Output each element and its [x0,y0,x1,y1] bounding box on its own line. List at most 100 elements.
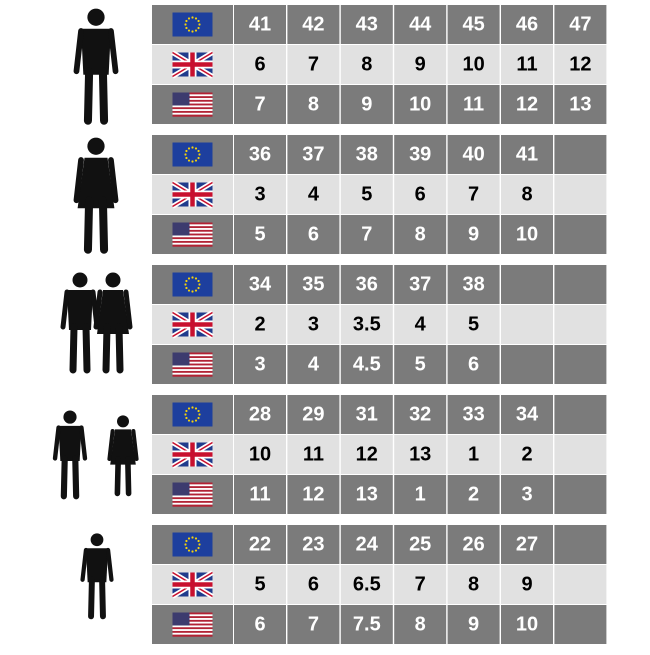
uk-flag [171,50,214,79]
size-value: 3.5 [353,313,381,335]
cell [394,395,447,434]
flag-stripe [172,489,213,492]
flag-stripe [172,226,213,229]
arms [73,157,119,204]
flag-star [194,277,198,280]
size-value: 7 [308,53,319,75]
cell [394,345,447,384]
cell [501,5,553,44]
flag-stripe [172,105,213,108]
cell [501,395,553,434]
size-value: 6.5 [353,573,381,595]
flag-stripe [172,504,213,507]
flag-field [172,142,213,167]
size-value: 7 [468,183,479,205]
cell [447,85,500,124]
flag-star [191,550,194,553]
cell [340,395,393,434]
flag-star [187,289,191,292]
size-value: 7 [308,613,319,635]
size-value: 33 [462,403,484,425]
flag-stripe [172,103,213,106]
arms [73,28,119,75]
size-value: 22 [249,533,271,555]
cell [501,525,553,564]
flag-field [172,272,213,297]
cell [287,305,340,344]
head [105,272,121,288]
cell [554,605,607,644]
size-value: 5 [415,353,426,375]
flag-stripe [172,370,213,374]
cell [340,435,393,474]
size-value: 6 [308,573,319,595]
cell [554,565,607,604]
flag-stripe [172,222,213,225]
cell [554,175,607,214]
flag-cross-red [172,442,213,467]
flag-field [172,402,213,427]
legs [83,196,109,254]
size-value: 8 [308,93,319,115]
flag-star [184,153,187,156]
flag-stripe [172,107,213,110]
cell [234,5,286,44]
cell [340,215,393,254]
flag-cross-red [172,182,213,207]
cell [501,175,553,214]
flag-star [194,29,198,32]
eu-flag [172,532,213,557]
us-flag [172,92,213,117]
size-value: 12 [516,93,538,115]
cell [501,605,553,644]
flag-stripe [172,98,213,101]
flag-stripe [172,363,213,366]
size-value: 23 [302,533,324,555]
head [63,410,77,424]
flag-stripe [172,625,213,628]
cell [501,45,553,84]
head [72,272,88,288]
legs [114,456,132,497]
size-value: 6 [254,53,265,75]
cell [287,565,340,604]
flag-star [197,19,200,23]
cell [394,85,447,124]
cell [287,175,340,214]
flag-star [185,279,188,283]
size-value: 4 [308,183,320,205]
cell [287,45,340,84]
size-value: 4 [308,353,320,375]
us-flag [172,222,213,247]
head [90,533,104,547]
size-value: 1 [468,443,479,465]
flag-star [187,549,191,552]
size-value: 35 [302,273,324,295]
cell [554,395,607,434]
cell [340,265,393,304]
cell [234,175,286,214]
torso [110,429,136,465]
cell [287,435,340,474]
cell [234,565,286,604]
flag-star [191,160,194,163]
cell [340,305,393,344]
flag-stripe [172,495,213,498]
cell [287,475,340,514]
cell [287,525,340,564]
flag-star [191,536,194,539]
cell [554,265,607,304]
flag-star [197,539,200,543]
cell [501,345,553,384]
flag-stripe [172,372,213,375]
flag-star [191,16,194,19]
cell [340,5,393,44]
size-value: 11 [303,443,324,465]
cell [447,435,500,474]
cell [287,135,340,174]
flag-star [185,416,188,420]
flag-star [185,539,188,543]
cell [447,135,500,174]
flag-field [172,12,213,37]
